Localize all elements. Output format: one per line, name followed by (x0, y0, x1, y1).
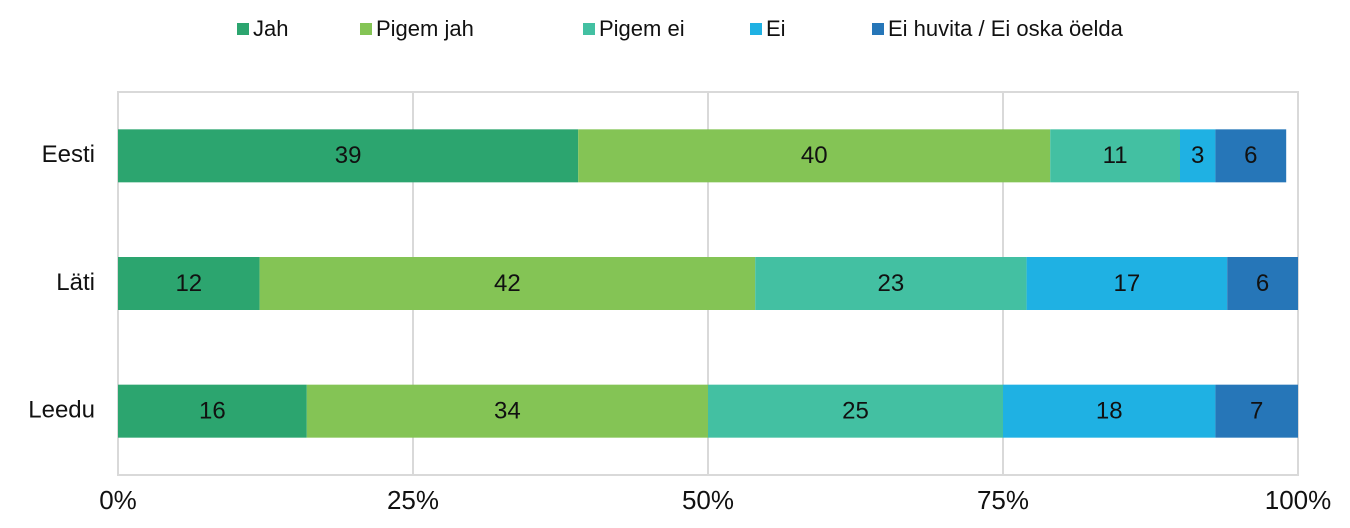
bar-segment (118, 384, 307, 438)
bar-segment (118, 129, 579, 183)
bar-segment (1026, 257, 1228, 310)
x-tick-label: 100% (1265, 485, 1332, 515)
bar-segment (1180, 129, 1216, 183)
y-tick-label: Eesti (42, 141, 95, 168)
bar-segment (306, 384, 708, 438)
x-tick-label: 50% (682, 485, 734, 515)
y-tick-label: Läti (56, 269, 95, 296)
data-label: 34 (494, 398, 521, 425)
legend-label: Jah (253, 16, 288, 41)
bar-segment (1215, 384, 1298, 438)
data-label: 3 (1191, 142, 1204, 169)
bar-segment (708, 384, 1003, 438)
bar-segment (1227, 257, 1298, 310)
bar-segment (118, 257, 260, 310)
bar-segment (755, 257, 1027, 310)
data-label: 18 (1096, 398, 1123, 425)
data-label: 40 (801, 142, 828, 169)
legend-label: Pigem jah (376, 16, 474, 41)
legend-label: Pigem ei (599, 16, 685, 41)
legend-label: Ei huvita / Ei oska öelda (888, 16, 1124, 41)
x-tick-label: 75% (977, 485, 1029, 515)
bar-segment (1050, 129, 1180, 183)
legend-swatch (750, 23, 762, 35)
data-label: 12 (175, 270, 202, 297)
data-label: 6 (1256, 270, 1269, 297)
data-label: 17 (1114, 270, 1141, 297)
x-tick-label: 25% (387, 485, 439, 515)
data-label: 16 (199, 398, 226, 425)
bar-segment (1215, 129, 1287, 183)
data-label: 6 (1244, 142, 1257, 169)
data-label: 42 (494, 270, 521, 297)
legend-swatch (872, 23, 884, 35)
bar-segment (1003, 384, 1216, 438)
y-tick-label: Leedu (28, 397, 95, 424)
legend-swatch (237, 23, 249, 35)
legend-swatch (583, 23, 595, 35)
data-label: 39 (335, 142, 362, 169)
data-label: 25 (842, 398, 869, 425)
x-tick-label: 0% (99, 485, 137, 515)
data-label: 7 (1250, 398, 1263, 425)
data-label: 23 (878, 270, 905, 297)
bar-segment (578, 129, 1051, 183)
data-label: 11 (1103, 142, 1128, 169)
legend-label: Ei (766, 16, 786, 41)
legend-swatch (360, 23, 372, 35)
bar-segment (259, 257, 756, 310)
